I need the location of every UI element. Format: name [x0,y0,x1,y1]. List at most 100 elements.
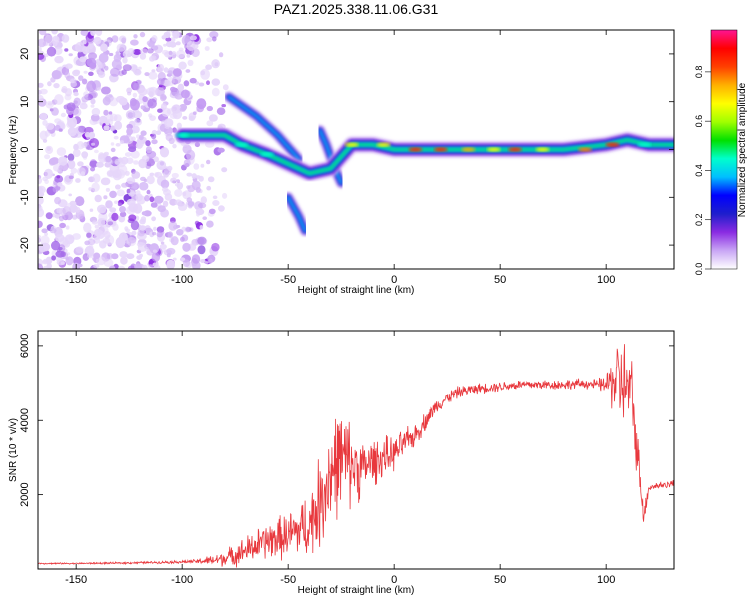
spectral-speckle [61,88,68,93]
spectral-speckle [148,93,154,98]
spectral-speckle [43,258,48,264]
spectral-speckle [126,127,133,136]
spectral-speckle [92,173,101,183]
spectral-speckle [73,91,79,97]
spectral-speckle [83,222,92,233]
y-tick-label: 10 [19,96,31,108]
spectral-speckle [126,123,133,130]
spectral-speckle [146,189,151,195]
spectral-speckle [188,205,193,209]
spectral-speckle [103,195,108,200]
spectral-speckle [68,193,72,197]
colorbar-tick-label: 0.4 [694,164,704,177]
spectral-speckle [78,75,84,81]
spectral-speckle [185,69,191,73]
spectral-speckle [116,189,125,197]
snr-y-axis-label: SNR (10 * v/v) [8,418,19,482]
y-tick-label: -20 [19,237,31,253]
spectral-speckle [169,198,177,206]
spectral-speckle [68,236,73,240]
spectral-speckle [164,193,173,201]
spectral-speckle [119,206,126,213]
spectral-speckle [165,133,173,142]
spectral-speckle [159,244,167,250]
spectral-speckle [186,149,196,161]
spectral-speckle [38,243,47,253]
spectral-speckle [126,177,136,185]
spectral-speckle [151,35,158,42]
spectrogram-x-axis-label: Height of straight line (km) [298,285,415,296]
spectral-speckle [170,178,177,184]
spectral-speckle [56,259,65,266]
spectral-speckle [51,255,56,261]
spectral-speckle [115,143,121,147]
spectral-speckle [149,172,155,177]
spectral-speckle [124,152,132,157]
spectral-speckle [145,140,151,147]
spectral-speckle [173,224,179,230]
ridge-hotspot [376,142,391,147]
spectral-speckle [43,265,48,269]
spectral-speckle [56,147,67,157]
spectral-speckle [198,82,205,87]
spectral-speckle [121,37,127,44]
spectral-speckle [130,220,140,231]
spectral-speckle [66,102,76,112]
spectral-speckle [200,196,207,204]
spectral-speckle [211,78,221,86]
spectral-speckle [88,71,94,77]
spectral-speckle [89,208,94,212]
spectral-speckle [49,108,54,112]
spectral-speckle [122,57,128,64]
spectral-speckle [206,120,214,127]
spectral-speckle [138,87,148,96]
spectral-speckle [182,242,191,252]
spectral-speckle [102,96,111,106]
spectral-speckle [151,133,157,140]
spectral-speckle [206,185,212,191]
spectral-speckle [79,102,88,110]
spectral-speckle [38,53,45,60]
spectral-speckle [93,263,100,269]
spectral-speckle [126,87,132,94]
spectral-speckle [86,252,94,259]
spectral-speckle [52,35,60,44]
spectral-speckle [46,46,57,57]
spectral-speckle [163,67,169,73]
x-tick-label: -150 [65,574,87,586]
spectral-speckle [125,205,136,215]
ridge-hotspot [433,147,448,152]
snr-x-axis-label: Height of straight line (km) [298,585,415,596]
spectral-speckle [130,99,140,111]
spectral-speckle [177,83,185,92]
spectral-speckle [132,92,138,98]
spectral-speckle [134,263,142,269]
spectral-speckle [75,246,84,254]
spectral-speckle [211,59,220,69]
spectral-speckle [170,236,179,246]
spectral-speckle [90,104,95,108]
spectral-speckle [209,31,219,39]
spectral-speckle [174,189,183,197]
spectral-speckle [205,64,213,70]
spectral-speckle [38,38,47,48]
spectral-speckle [159,161,165,166]
spectral-speckle [164,168,169,175]
spectral-speckle [125,110,136,120]
spectral-speckle [39,30,47,36]
spectral-speckle [146,40,156,47]
spectral-speckle [75,178,81,183]
spectral-speckle [197,236,207,245]
spectral-speckle [196,212,200,217]
spectral-speckle [78,263,83,268]
x-tick-label: 100 [597,574,615,586]
spectral-speckle [182,116,188,120]
spectral-speckle [199,225,204,230]
spectral-speckle [44,168,53,179]
spectral-speckle [38,94,44,102]
spectral-speckle [110,67,120,77]
spectral-speckle [109,207,117,213]
spectral-speckle [87,52,98,60]
spectral-speckle [180,89,190,99]
spectral-speckle [147,48,154,54]
